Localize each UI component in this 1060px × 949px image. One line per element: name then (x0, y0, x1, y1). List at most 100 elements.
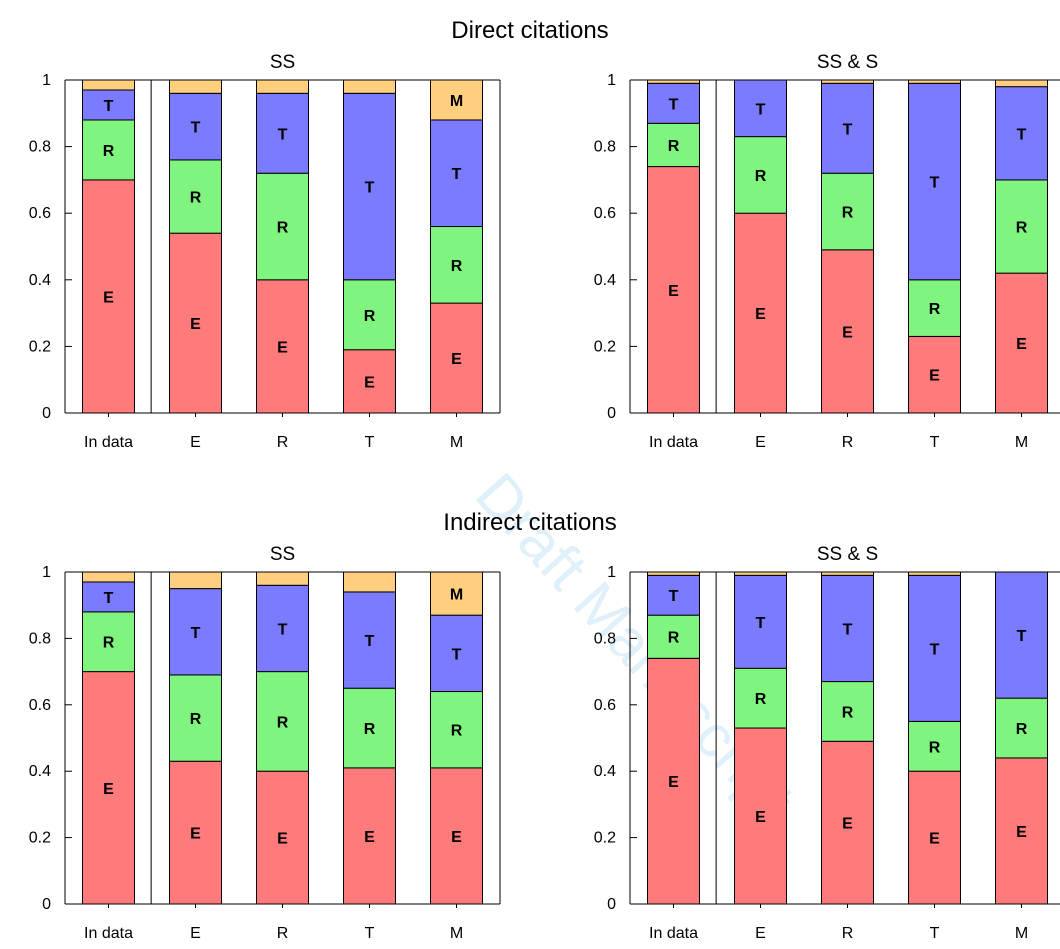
segment-label: E (1016, 336, 1027, 353)
bar-segment-e-in-data (647, 657, 700, 905)
y-tick-label: 0.4 (29, 763, 51, 780)
segment-label: R (364, 721, 376, 738)
bar-segment-r-t (908, 279, 961, 337)
segment-label: T (843, 121, 853, 138)
x-tick-label: R (842, 925, 854, 942)
segment-label: R (103, 143, 115, 160)
segment-label: T (104, 98, 114, 115)
y-tick-label: 0.2 (594, 338, 616, 355)
bar-segment-m-e (169, 571, 222, 590)
bar-segment-e-e (169, 760, 222, 905)
segment-label: R (1016, 721, 1028, 738)
bar-segment-m-t (343, 79, 396, 94)
bar-segment-m-m (995, 79, 1048, 88)
segment-label: T (843, 621, 853, 638)
segment-label: R (190, 711, 202, 728)
segment-label: R (929, 739, 941, 756)
bar-segment-m-r (821, 79, 874, 84)
y-tick-label: 0.4 (594, 272, 616, 289)
x-tick-label: E (755, 434, 766, 451)
y-tick-label: 0.6 (29, 697, 51, 714)
y-tick-label: 1 (607, 72, 616, 89)
segment-label: E (1016, 824, 1027, 841)
bar-segment-m-m (430, 571, 483, 616)
segment-label: E (451, 351, 462, 368)
segment-label: T (278, 126, 288, 143)
segment-label: R (277, 220, 289, 237)
bar-segment-r-m (430, 226, 483, 304)
chart-panel-indirect-ss: SS 0 0.2 0.4 0.6 0.8 1 E R T In data E R T E E R T R E R T T E R… (29, 544, 501, 942)
segment-label: R (668, 630, 680, 647)
segment-label: E (842, 324, 853, 341)
x-tick-label: In data (84, 434, 133, 451)
segment-label: R (842, 704, 854, 721)
bar-segment-m-in-data (82, 79, 135, 91)
x-tick-label: In data (649, 925, 698, 942)
bar-segment-r-e (169, 159, 222, 234)
bar-segment-m-r (821, 571, 874, 576)
chart-panel-direct-ss: SS 0 0.2 0.4 0.6 0.8 1 E R T In data E R T E E R T R E R T T E R… (29, 52, 501, 451)
bar-segment-e-t (343, 349, 396, 414)
bar-segment-e-r (256, 770, 309, 905)
segment-label: E (190, 826, 201, 843)
segment-label: T (365, 633, 375, 650)
bar-segment-m-t (908, 571, 961, 576)
bar-segment-e-in-data (647, 166, 700, 414)
y-tick-label: 0 (607, 405, 616, 422)
bar-segment-e-e (734, 212, 787, 414)
bar-segment-r-in-data (647, 614, 700, 659)
segment-label: R (755, 691, 767, 708)
bar-segment-t-m (995, 86, 1048, 181)
bar-segment-t-in-data (82, 89, 135, 121)
segment-label: T (191, 120, 201, 137)
bar-segment-t-m (430, 119, 483, 228)
bar-segment-r-t (908, 720, 961, 772)
x-tick-label: M (1015, 434, 1028, 451)
bar-segment-r-r (256, 671, 309, 772)
panel-title: SS (270, 52, 295, 73)
segment-label: E (451, 829, 462, 846)
y-tick-label: 0.6 (594, 697, 616, 714)
y-tick-label: 0.6 (594, 205, 616, 222)
segment-label: M (450, 587, 463, 604)
bar-segment-r-t (343, 279, 396, 351)
panel-title: SS & S (817, 544, 878, 565)
bar-segment-r-m (995, 697, 1048, 759)
x-tick-label: M (1015, 925, 1028, 942)
x-tick-label: R (842, 434, 854, 451)
segment-label: R (842, 205, 854, 222)
y-tick-label: 0.2 (29, 830, 51, 847)
y-tick-label: 1 (607, 564, 616, 581)
panel-title: SS (270, 544, 295, 565)
segment-label: M (450, 93, 463, 110)
bar-segment-m-in-data (82, 571, 135, 583)
bar-segment-e-e (169, 232, 222, 414)
segment-label: R (451, 723, 463, 740)
x-tick-label: M (450, 434, 463, 451)
segment-label: R (451, 258, 463, 275)
x-tick-label: E (190, 434, 201, 451)
x-tick-label: T (930, 925, 940, 942)
x-tick-label: In data (649, 434, 698, 451)
bar-segment-r-e (734, 667, 787, 729)
bar-segment-t-t (343, 92, 396, 281)
y-tick-label: 0.2 (29, 338, 51, 355)
bar-segment-e-m (430, 767, 483, 905)
segment-label: T (669, 96, 679, 113)
segment-label: R (1016, 220, 1028, 237)
bar-segment-r-r (256, 172, 309, 281)
segment-label: T (756, 101, 766, 118)
chart-panel-indirect-ss-s: SS & S 0 0.2 0.4 0.6 0.8 1 E R T In data E R T E E R T R E R… (594, 544, 1060, 942)
segment-label: E (103, 781, 114, 798)
bar-segment-t-in-data (647, 82, 700, 124)
segment-label: T (452, 166, 462, 183)
bar-segment-t-t (343, 591, 396, 689)
segment-label: R (364, 308, 376, 325)
segment-label: R (755, 168, 767, 185)
chart-panel-direct-ss-s: SS & S 0 0.2 0.4 0.6 0.8 1 E R T In data E R T E E R T R E R… (594, 52, 1060, 451)
bar-segment-r-e (169, 674, 222, 762)
segment-label: E (364, 829, 375, 846)
panel-title: SS & S (817, 52, 878, 73)
x-tick-label: R (277, 434, 289, 451)
